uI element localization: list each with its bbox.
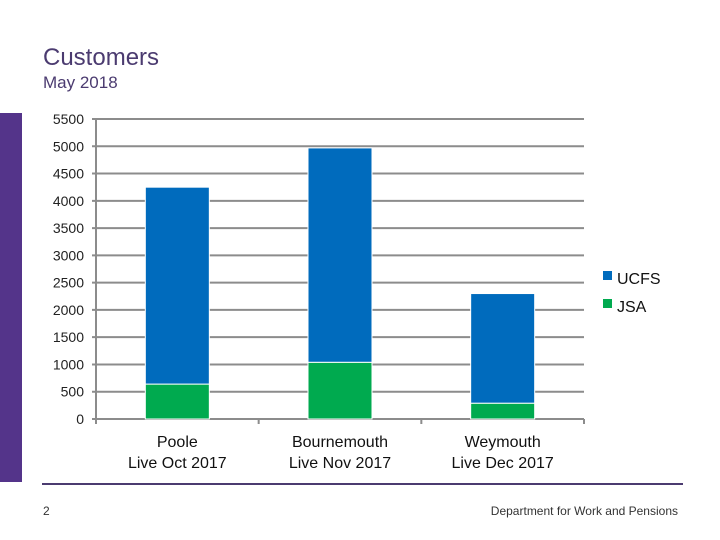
- x-category-label: Live Nov 2017: [289, 455, 391, 472]
- y-tick-label: 4500: [53, 166, 84, 182]
- slide-subtitle: May 2018: [43, 73, 118, 92]
- y-tick-label: 3500: [53, 220, 84, 236]
- bar-ucfs: [307, 147, 373, 363]
- y-tick-label: 5500: [53, 111, 84, 127]
- y-tick-label: 1500: [53, 329, 84, 345]
- legend-label-jsa: JSA: [617, 299, 647, 316]
- y-tick-label: 500: [61, 384, 85, 400]
- bar-ucfs: [470, 293, 536, 404]
- y-tick-label: 2000: [53, 302, 84, 318]
- x-category-label: Live Dec 2017: [452, 455, 554, 472]
- y-tick-label: 4000: [53, 193, 84, 209]
- y-tick-label: 3000: [53, 247, 84, 263]
- y-tick-label: 2500: [53, 275, 84, 291]
- bar-ucfs: [144, 186, 210, 385]
- footer-divider: [42, 483, 683, 485]
- accent-bar: [0, 113, 22, 482]
- page-number: 2: [43, 504, 50, 518]
- x-category-label: Poole: [157, 434, 198, 451]
- x-category-label: Bournemouth: [292, 434, 388, 451]
- bar-jsa: [144, 383, 210, 420]
- slide-title: Customers: [43, 44, 160, 71]
- x-category-label: Weymouth: [465, 434, 541, 451]
- legend-swatch-jsa: [603, 299, 612, 308]
- bar-jsa: [470, 402, 536, 420]
- bar-jsa: [307, 361, 373, 420]
- x-category-label: Live Oct 2017: [128, 455, 227, 472]
- footer-organisation: Department for Work and Pensions: [490, 504, 678, 518]
- legend-swatch-ucfs: [603, 271, 612, 280]
- y-tick-label: 0: [76, 411, 84, 427]
- legend-label-ucfs: UCFS: [617, 271, 661, 288]
- y-tick-label: 5000: [53, 138, 84, 154]
- y-tick-label: 1000: [53, 356, 84, 372]
